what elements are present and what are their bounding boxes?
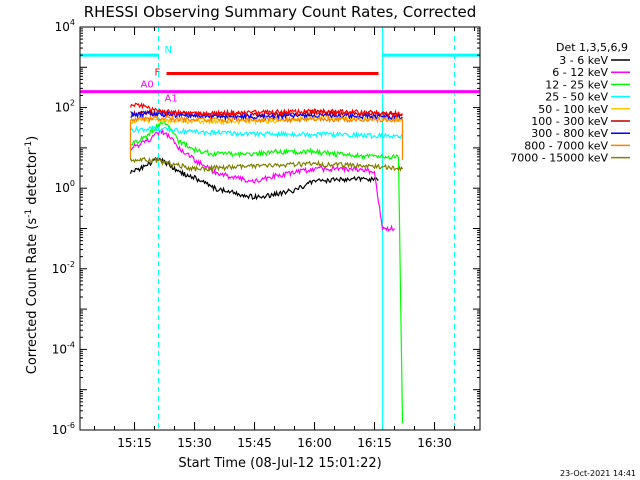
y-tick-label: 102: [55, 99, 75, 115]
chart-title: RHESSI Observing Summary Count Rates, Co…: [84, 3, 477, 21]
legend-entry-5: 100 - 300 keV: [531, 115, 608, 128]
plot-area: N FA0 A1: [80, 27, 480, 430]
extra-series-line-0: [129, 102, 404, 118]
timestamp-label: 23-Oct-2021 14:41: [560, 469, 636, 478]
series-line-0: [129, 156, 379, 201]
series-line-3: [129, 124, 403, 140]
series-line-6: [130, 110, 403, 122]
flare-label: F: [155, 68, 161, 79]
x-tick-label: 15:30: [177, 436, 212, 450]
axes: 10-6 10-4 10-2 100 102 104 15:15 15:30 15:45 16:0…: [52, 18, 481, 450]
series-line-2: [130, 119, 404, 423]
y-tick-label: 10-6: [52, 421, 75, 437]
legend-entry-4: 50 - 100 keV: [538, 103, 608, 116]
series-line-1: [130, 127, 395, 233]
legend-entry-8: 7000 - 15000 keV: [510, 152, 608, 165]
y-tick-label: 104: [55, 18, 75, 34]
y-axis-label: Corrected Count Rate (s-1 detector-1): [24, 136, 40, 374]
x-tick-label: 15:45: [237, 436, 272, 450]
x-tick-label: 16:00: [297, 436, 332, 450]
series-line-8: [129, 156, 404, 173]
x-tick-label: 15:15: [117, 436, 152, 450]
legend-entry-6: 300 - 800 keV: [531, 127, 608, 140]
x-tick-label: 16:30: [417, 436, 452, 450]
y-tick-label: 100: [55, 179, 75, 195]
attenuator1-label: A1: [165, 94, 178, 105]
x-axis-label: Start Time (08-Jul-12 15:01:22): [178, 456, 381, 471]
attenuator-label: A0: [141, 80, 154, 91]
y-tick-label: 10-4: [52, 340, 75, 356]
legend-entry-3: 25 - 50 keV: [545, 91, 608, 104]
y-tick-label: 10-2: [52, 260, 75, 276]
series-line-7: [129, 114, 404, 160]
legend-entry-0: 3 - 6 keV: [559, 54, 608, 67]
x-tick-label: 16:15: [357, 436, 392, 450]
legend-entry-1: 6 - 12 keV: [552, 66, 608, 79]
legend-entry-2: 12 - 25 keV: [545, 78, 608, 91]
night-label: N: [165, 45, 172, 56]
legend-entry-7: 800 - 7000 keV: [524, 139, 608, 152]
legend-title: Det 1,3,5,6,9: [556, 41, 628, 54]
